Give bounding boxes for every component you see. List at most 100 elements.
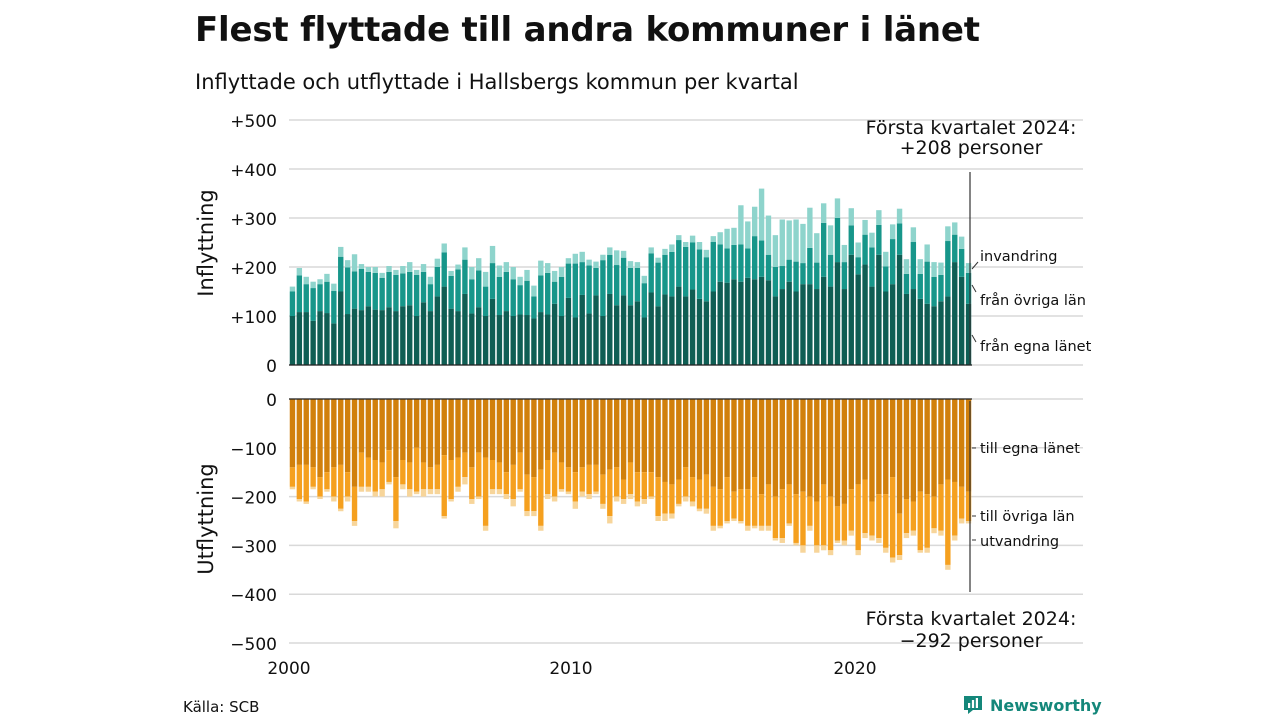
- bar-out-2-q8: [344, 472, 351, 497]
- label-fran-ovriga-lan: från övriga län: [980, 292, 1086, 309]
- bar-out-3-q27: [476, 496, 482, 500]
- bar-in-3-q10: [358, 264, 365, 269]
- bar-out-3-q61: [710, 525, 716, 531]
- bar-in-2-q56: [676, 240, 682, 287]
- bar-out-3-q16: [400, 484, 406, 490]
- bar-in-2-q8: [344, 267, 351, 315]
- bar-out-2-q7: [338, 464, 344, 509]
- source-note: Källa: SCB: [183, 698, 260, 716]
- bar-in-2-q71: [779, 266, 785, 290]
- bar-out-3-q52: [648, 496, 654, 500]
- bar-out-3-q38: [551, 496, 558, 502]
- bar-out-1-q40: [565, 399, 572, 468]
- bar-out-3-q12: [372, 491, 378, 497]
- bar-out-2-q22: [441, 455, 447, 517]
- bar-out-2-q16: [400, 460, 406, 485]
- bar-in-1-q12: [372, 309, 378, 365]
- bar-out-2-q33: [517, 452, 523, 490]
- bar-out-3-q95: [945, 564, 951, 570]
- bar-in-2-q11: [365, 271, 372, 307]
- bar-out-1-q96: [952, 399, 958, 482]
- bar-in-2-q48: [620, 257, 627, 296]
- bar-in-2-q44: [593, 267, 599, 296]
- bar-out-3-q6: [331, 496, 337, 502]
- bar-in-2-q70: [772, 267, 779, 297]
- bar-in-3-q79: [834, 198, 841, 218]
- bar-out-1-q18: [413, 399, 420, 448]
- bar-out-3-q64: [731, 518, 737, 521]
- bar-in-1-q45: [600, 316, 606, 365]
- bar-out-3-q34: [524, 511, 530, 517]
- bar-in-3-q26: [469, 267, 475, 280]
- bar-out-2-q58: [689, 477, 696, 502]
- bar-in-2-q49: [627, 267, 634, 306]
- bar-in-3-q19: [420, 264, 427, 272]
- bar-in-3-q44: [593, 261, 599, 268]
- bar-in-3-q80: [841, 244, 848, 263]
- bar-in-2-q47: [614, 265, 620, 306]
- bar-out-2-q89: [903, 499, 910, 534]
- bar-in-2-q84: [869, 247, 875, 287]
- bar-in-3-q76: [814, 233, 820, 263]
- bar-out-1-q8: [344, 399, 351, 473]
- bar-in-2-q91: [917, 273, 923, 299]
- bar-in-3-q96: [952, 222, 958, 235]
- bar-in-3-q92: [924, 244, 930, 262]
- bar-out-2-q91: [917, 491, 923, 551]
- bar-in-2-q78: [827, 254, 834, 287]
- bar-out-1-q7: [338, 399, 344, 465]
- bar-out-2-q92: [924, 494, 930, 548]
- bar-in-3-q41: [572, 253, 578, 264]
- bar-out-2-q41: [572, 472, 578, 502]
- bar-out-1-q48: [620, 399, 627, 480]
- bar-in-1-q53: [655, 306, 661, 365]
- bar-in-2-q10: [358, 268, 365, 311]
- bar-out-1-q88: [896, 399, 903, 514]
- bar-in-2-q26: [469, 279, 475, 314]
- bar-in-3-q59: [696, 242, 703, 250]
- bar-out-1-q89: [903, 399, 910, 500]
- bar-out-1-q22: [441, 399, 447, 456]
- brand[interactable]: Newsworthy: [962, 694, 1102, 716]
- bar-in-2-q81: [848, 225, 854, 255]
- bar-in-1-q63: [724, 282, 730, 365]
- bar-in-2-q32: [510, 279, 516, 316]
- bar-in-3-q43: [586, 259, 592, 266]
- bar-out-1-q12: [372, 399, 378, 460]
- bar-out-3-q53: [655, 516, 661, 521]
- bar-in-3-q33: [517, 276, 523, 286]
- bar-out-2-q79: [834, 506, 841, 541]
- bar-in-1-q13: [379, 310, 385, 365]
- bar-in-1-q15: [393, 311, 399, 365]
- bar-in-1-q25: [462, 293, 468, 365]
- bar-in-2-q79: [834, 218, 841, 263]
- bar-out-2-q94: [938, 484, 944, 531]
- bar-in-1-q95: [945, 296, 951, 365]
- bar-out-3-q21: [434, 489, 441, 495]
- bar-in-2-q45: [600, 260, 606, 316]
- bar-out-2-q13: [379, 462, 385, 490]
- bar-out-1-q62: [717, 399, 723, 490]
- bar-out-2-q68: [758, 494, 765, 526]
- bar-in-3-q90: [910, 227, 917, 243]
- bar-in-3-q14: [386, 266, 392, 272]
- ylabel-utflyttning: Utflyttning: [194, 463, 218, 575]
- bar-in-3-q45: [600, 254, 606, 261]
- bar-out-3-q50: [634, 501, 641, 507]
- bar-out-2-q6: [331, 467, 337, 497]
- bar-in-2-q16: [400, 273, 406, 307]
- bar-in-3-q58: [689, 235, 696, 243]
- bar-in-3-q68: [758, 188, 765, 241]
- bar-in-1-q97: [958, 276, 965, 365]
- bar-in-2-q51: [641, 283, 647, 318]
- bar-in-3-q21: [434, 258, 441, 267]
- chart-subtitle: Inflyttade och utflyttade i Hallsbergs k…: [195, 70, 799, 94]
- bar-in-1-q0: [289, 316, 296, 365]
- bar-out-3-q39: [558, 489, 565, 492]
- bar-out-1-q41: [572, 399, 578, 473]
- bar-out-3-q92: [924, 547, 930, 553]
- bar-out-3-q89: [903, 533, 910, 539]
- bar-out-3-q31: [503, 494, 510, 500]
- bar-out-1-q21: [434, 399, 441, 465]
- bar-out-2-q75: [807, 496, 813, 526]
